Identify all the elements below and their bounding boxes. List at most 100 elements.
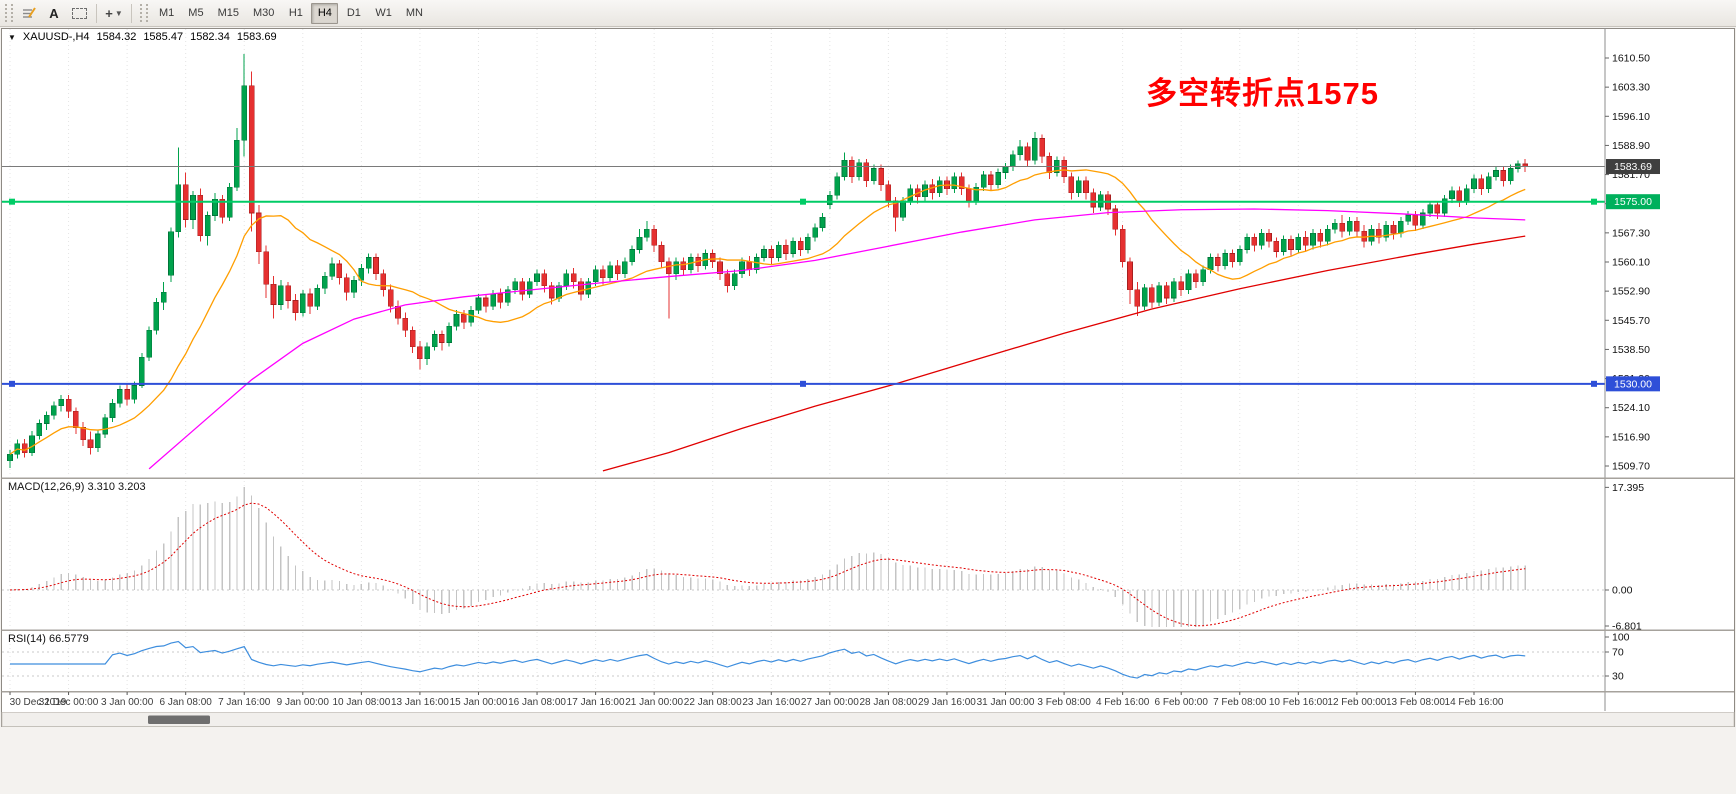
rsi-scale-label: 70 (1612, 647, 1624, 659)
symbol-menu-icon[interactable]: ▼ (8, 32, 16, 42)
h-scrollbar-thumb[interactable] (148, 715, 210, 725)
price-tick-label: 1567.30 (1612, 227, 1650, 239)
chart-title-bar: ▼ XAUUSD-,H4 1584.32 1585.47 1582.34 158… (8, 31, 277, 43)
candle (1280, 235, 1287, 256)
candle (1273, 237, 1280, 258)
level-1575-handle[interactable] (1591, 198, 1597, 205)
bid-line-badge: 1583.69 (1606, 159, 1660, 175)
candle (256, 204, 262, 265)
price-tick-label: 1588.90 (1612, 140, 1650, 152)
timeframe-button-w1[interactable]: W1 (369, 3, 398, 24)
candles-layer (7, 53, 1529, 469)
candle (629, 245, 636, 266)
candle (819, 213, 826, 232)
candle (65, 395, 72, 418)
candle (761, 245, 767, 262)
text-label-tool-button[interactable] (67, 3, 91, 24)
candle (402, 312, 409, 337)
candle (614, 259, 621, 281)
candle (958, 172, 965, 196)
level-1530-handle[interactable] (800, 380, 806, 387)
level-1575-handle[interactable] (800, 198, 806, 205)
candle (204, 211, 211, 246)
timeframe-group: M1 M5 M15 M30 H1 H4 D1 W1 MN (152, 2, 430, 24)
time-tick-label: 17 Jan 16:00 (567, 697, 625, 708)
price-tick-label: 1552.90 (1612, 286, 1650, 298)
level-1530-handle[interactable] (9, 380, 15, 387)
timeframe-button-h4[interactable]: H4 (311, 2, 339, 24)
candle (1178, 275, 1184, 296)
rsi-scale-label: 100 (1612, 632, 1630, 644)
fast-ma-line[interactable] (9, 169, 1526, 455)
time-tick-label: 9 Jan 00:00 (277, 697, 330, 708)
candle (190, 191, 196, 230)
candle (36, 419, 43, 440)
candle (453, 310, 460, 331)
candle (336, 259, 343, 285)
candle (1478, 174, 1485, 195)
draw-tools-button[interactable] (17, 3, 41, 24)
time-tick-label: 13 Feb 08:00 (1386, 697, 1445, 708)
timeframe-button-h1[interactable]: H1 (282, 3, 309, 24)
macd-pane: 17.395 0.00 -6.801 (2, 482, 1644, 633)
candle (109, 399, 116, 422)
candle (658, 241, 665, 269)
level-1575-handle[interactable] (9, 198, 15, 205)
candle (731, 269, 738, 290)
time-tick-label: 7 Jan 16:00 (218, 697, 271, 708)
mid-ma-line[interactable] (148, 208, 1526, 470)
timeframe-button-m15[interactable]: M15 (212, 3, 245, 24)
candle (848, 156, 855, 184)
candle (51, 401, 57, 420)
price-tick-label: 1610.50 (1612, 53, 1650, 65)
candle (1485, 172, 1492, 193)
slow-ma-line[interactable] (602, 235, 1526, 472)
candle (1258, 229, 1265, 250)
candle (1236, 245, 1243, 266)
candle (534, 269, 540, 286)
candle (1156, 281, 1163, 307)
candle (160, 281, 167, 311)
time-tick-label: 10 Jan 08:00 (332, 697, 390, 708)
toolbar-grip[interactable] (5, 4, 13, 22)
text-tool-button[interactable]: A (42, 3, 66, 24)
candle (834, 172, 840, 200)
candle (783, 239, 789, 260)
time-tick-label: 30 Dec 2019 (10, 697, 67, 708)
candle (797, 237, 804, 256)
macd-signal-line (9, 502, 1526, 627)
candle (980, 170, 987, 192)
price-tick-label: 1524.10 (1612, 402, 1650, 414)
candle (285, 281, 291, 309)
candle (1229, 249, 1236, 268)
candle (1493, 166, 1499, 181)
timeframe-button-m30[interactable]: M30 (247, 3, 280, 24)
ohlc-low: 1582.34 (190, 31, 230, 43)
chart-text-annotation[interactable]: 多空转折点1575 (1146, 76, 1379, 111)
level-1530-handle[interactable] (1591, 380, 1597, 387)
toolbar-separator (131, 3, 132, 23)
crosshair-tool-button[interactable]: + ▼ (102, 3, 126, 24)
candle (724, 269, 731, 293)
timeframe-button-d1[interactable]: D1 (340, 3, 367, 24)
candle (863, 158, 870, 188)
candle (680, 257, 687, 277)
timeframe-button-mn[interactable]: MN (400, 3, 429, 24)
candle (321, 272, 328, 294)
candle (387, 284, 394, 313)
candle (439, 330, 445, 351)
candle (497, 288, 504, 309)
h-scrollbar (1, 712, 1735, 727)
candle (1266, 229, 1272, 248)
toolbar-grip[interactable] (140, 4, 148, 22)
h-scrollbar-track[interactable] (1, 712, 1735, 727)
timeframe-button-m5[interactable]: M5 (182, 3, 209, 24)
time-tick-label: 13 Jan 16:00 (391, 697, 449, 708)
candle (365, 253, 372, 274)
candle (607, 261, 614, 282)
candle (1215, 253, 1221, 272)
candle (417, 340, 423, 370)
time-tick-label: 6 Jan 08:00 (160, 697, 213, 708)
timeframe-button-m1[interactable]: M1 (153, 3, 180, 24)
